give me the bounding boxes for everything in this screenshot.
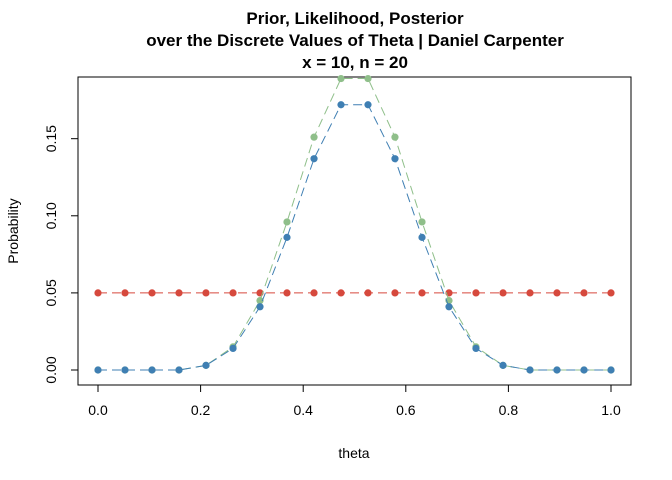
plot-frame	[77, 76, 632, 386]
series-1-point	[526, 289, 534, 297]
x-tick-label: 0.4	[293, 402, 313, 418]
series-1-point	[337, 289, 345, 297]
series-2-point	[337, 74, 345, 83]
series-1-point	[580, 289, 588, 297]
y-tick-label: 0.05	[43, 279, 59, 306]
series-3-point	[310, 155, 318, 163]
series-1-point	[283, 289, 291, 297]
x-tick-label: 1.0	[601, 402, 621, 418]
series-1-point	[94, 289, 102, 297]
series-2-point	[310, 133, 318, 141]
series-3-point	[526, 366, 534, 374]
series-1-point	[607, 289, 615, 297]
y-tick-label: 0.15	[43, 125, 59, 152]
series-1-point	[121, 289, 129, 297]
series-1-point	[499, 289, 507, 297]
y-tick-label: 0.00	[43, 356, 59, 383]
series-3-point	[202, 361, 210, 369]
chart-title-line-3: x = 10, n = 20	[302, 53, 408, 72]
series-3-point	[337, 101, 345, 109]
chart-title-line-1: Prior, Likelihood, Posterior	[246, 9, 464, 28]
series-2-point	[418, 218, 426, 226]
series-layer	[94, 74, 615, 374]
series-3-point	[364, 101, 372, 109]
series-1-point	[472, 289, 480, 297]
series-2-point	[391, 133, 399, 141]
series-3-point	[256, 303, 264, 311]
series-2-point	[283, 218, 291, 226]
series-3-point	[229, 344, 237, 353]
series-3-point	[283, 233, 291, 241]
series-1-point	[418, 289, 426, 297]
series-3-point	[94, 366, 102, 374]
series-2-point	[256, 297, 264, 305]
series-3-point	[175, 366, 183, 374]
x-tick-label: 0.0	[88, 402, 108, 418]
series-3-point	[418, 233, 426, 241]
chart-title-line-2: over the Discrete Values of Theta | Dani…	[146, 31, 564, 50]
series-3-point	[445, 303, 453, 311]
series-3-point	[121, 366, 129, 374]
series-3-point	[391, 155, 399, 163]
series-3-point	[472, 344, 480, 353]
series-1-point	[175, 289, 183, 297]
series-line-2	[98, 78, 611, 371]
series-1-point	[310, 289, 318, 297]
series-1-point	[202, 289, 210, 297]
x-tick-label: 0.8	[499, 402, 519, 418]
x-tick-label: 0.6	[396, 402, 416, 418]
series-line-3	[98, 104, 611, 371]
series-1-point	[148, 289, 156, 297]
y-axis-label: Probability	[5, 198, 21, 263]
series-2-point	[364, 74, 372, 83]
series-1-point	[229, 289, 237, 297]
series-3-point	[553, 366, 561, 374]
x-tick-label: 0.2	[191, 402, 211, 418]
series-3-point	[607, 366, 615, 374]
x-axis-label: theta	[338, 445, 369, 461]
y-tick-label: 0.10	[43, 202, 59, 229]
series-3-point	[148, 366, 156, 374]
x-axis: 0.0 0.2 0.4 0.6 0.8 1.0	[88, 384, 621, 418]
series-3-point	[499, 361, 507, 369]
series-1-point	[391, 289, 399, 297]
series-1-point	[364, 289, 372, 297]
series-1-point	[553, 289, 561, 297]
y-axis: 0.00 0.05 0.10 0.15	[43, 125, 79, 384]
series-3-point	[580, 366, 588, 374]
